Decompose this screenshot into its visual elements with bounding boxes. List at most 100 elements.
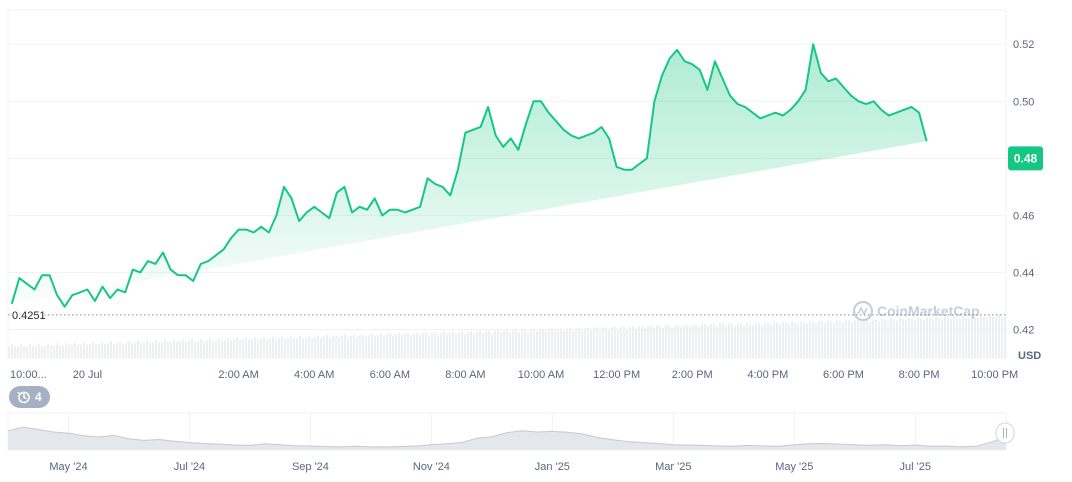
volume-bar [89,344,91,358]
volume-bar [788,324,790,358]
volume-bar [680,327,682,358]
volume-bar [869,321,871,358]
volume-bar [539,329,541,358]
volume-bar [983,316,985,358]
volume-bar [599,329,601,358]
volume-bar [605,327,607,358]
volume-bar [83,342,85,358]
volume-bar [836,319,838,358]
volume-bar [785,322,787,358]
volume-bar [167,342,169,358]
volume-bar [350,335,352,358]
volume-bar [191,339,193,358]
volume-bar [287,337,289,358]
volume-bar [677,325,679,358]
volume-bar [365,336,367,358]
volume-bar [488,330,490,358]
volume-bar [590,329,592,358]
volume-bar [851,322,853,358]
volume-bar [854,319,856,358]
volume-bar [209,338,211,358]
volume-bar [578,327,580,358]
volume-bar [896,320,898,358]
x-tick-label: 8:00 AM [445,369,485,381]
volume-bar [194,341,196,358]
volume-bar [494,331,496,358]
volume-bar [644,328,646,358]
volume-bar [830,321,832,358]
volume-bar [746,322,748,358]
navigator-tick-label: Jul '24 [174,461,205,473]
volume-bar [176,341,178,358]
volume-bar [260,338,262,358]
volume-bar [962,315,964,358]
volume-bar [14,346,16,358]
volume-bar [332,336,334,358]
volume-bar [593,327,595,358]
volume-bar [164,339,166,358]
volume-bar [437,334,439,358]
volume-bar [185,341,187,358]
volume-bar [293,338,295,358]
volume-bar [923,319,925,358]
volume-bar [50,345,52,358]
volume-bar [659,325,661,358]
volume-bar [11,344,13,358]
volume-bar [899,317,901,358]
volume-bar [731,323,733,358]
volume-bar [611,327,613,358]
x-tick-label: 20 Jul [73,369,102,381]
volume-bar [512,330,514,358]
events-badge[interactable]: 4 [9,386,50,408]
volume-bar [575,328,577,358]
volume-bar [527,331,529,358]
navigator-handle[interactable] [995,422,1015,444]
volume-bar [722,323,724,358]
events-count: 4 [35,390,42,404]
volume-bar [980,315,982,358]
volume-bar [29,343,31,358]
volume-bar [299,335,301,358]
volume-bar [392,335,394,358]
volume-bar [35,346,37,358]
volume-bar [356,336,358,358]
navigator-handle-knob[interactable] [995,422,1015,444]
volume-bar [122,343,124,358]
volume-bar [140,342,142,358]
volume-bar [797,323,799,358]
volume-bar [482,333,484,358]
volume-bar [560,328,562,358]
volume-bar [911,318,913,358]
navigator-tick-label: Nov '24 [413,461,450,473]
volume-bar [179,341,181,358]
volume-bar [104,343,106,358]
volume-bar [500,332,502,358]
volume-bar [233,339,235,358]
volume-bar [572,330,574,358]
volume-bar [941,319,943,358]
coinmarketcap-logo-mark [857,306,868,316]
volume-bar [737,323,739,358]
volume-bar [443,331,445,358]
volume-bar [938,318,940,358]
volume-bar [542,328,544,358]
navigator-tick-label: Jul '25 [900,461,931,473]
volume-bar [665,325,667,358]
volume-bar [674,325,676,358]
volume-bar [200,338,202,358]
volume-bar [566,328,568,358]
volume-bar [17,346,19,358]
volume-bar [257,339,259,358]
navigator-tick-label: May '24 [49,461,87,473]
volume-bar [452,331,454,358]
volume-bar [965,317,967,358]
volume-bar [551,328,553,358]
volume-bar [413,333,415,358]
volume-bar [311,338,313,358]
volume-bar [839,320,841,358]
current-price-badge [1008,146,1043,171]
volume-bar [224,339,226,358]
volume-bar [59,345,61,358]
x-tick-label: 10:00... [10,369,47,381]
